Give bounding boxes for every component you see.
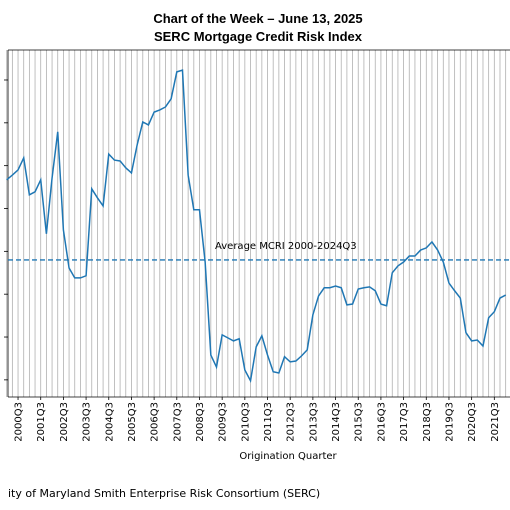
- x-tick-label: 2003Q3: [82, 402, 93, 442]
- x-axis-label: Origination Quarter: [239, 451, 337, 462]
- x-tick-label: 2012Q3: [286, 402, 297, 442]
- x-tick-label: 2020Q3: [467, 402, 478, 442]
- x-tick-label: 2008Q3: [195, 402, 206, 442]
- chart-subtitle: SERC Mortgage Credit Risk Index: [154, 29, 363, 44]
- x-tick-label: 2005Q3: [127, 402, 138, 442]
- annotation: Average MCRI 2000-2024Q3: [215, 241, 357, 252]
- source-note: ity of Maryland Smith Enterprise Risk Co…: [8, 487, 320, 500]
- x-tick-label: 2017Q3: [399, 402, 410, 442]
- x-tick-label: 2006Q3: [150, 402, 161, 442]
- x-tick-label: 2013Q3: [308, 402, 319, 442]
- x-tick-label: 2004Q3: [104, 402, 115, 442]
- x-tick-label: 2007Q3: [172, 402, 183, 442]
- x-tick-label: 2011Q3: [263, 402, 274, 442]
- x-tick-label: 2021Q3: [490, 402, 501, 442]
- x-tick-label: 2009Q3: [218, 402, 229, 442]
- x-tick-label: 2016Q3: [376, 402, 387, 442]
- x-tick-label: 2002Q3: [59, 402, 70, 442]
- chart-title: Chart of the Week – June 13, 2025: [153, 11, 362, 26]
- x-tick-label: 2014Q3: [331, 402, 342, 442]
- x-tick-label: 2015Q3: [354, 402, 365, 442]
- x-tick-label: 2010Q3: [240, 402, 251, 442]
- line-series: [6, 69, 507, 384]
- x-tick-label: 2001Q3: [36, 402, 47, 442]
- x-tick-label: 2000Q3: [14, 402, 25, 442]
- x-tick-label: 2018Q3: [422, 402, 433, 442]
- x-tick-label: 2019Q3: [444, 402, 455, 442]
